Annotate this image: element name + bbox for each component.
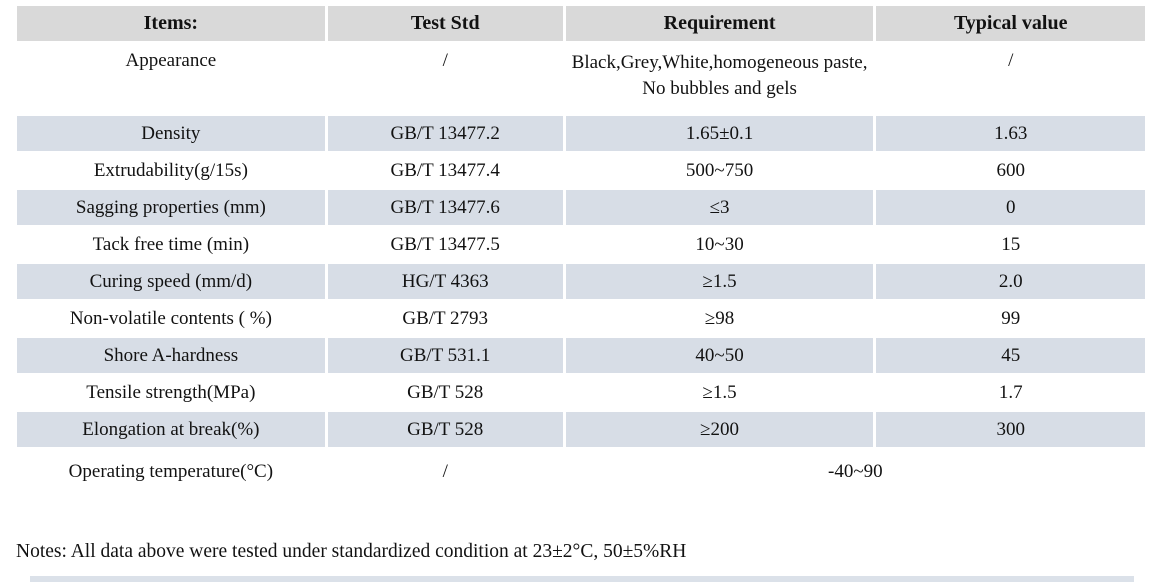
partial-next-row <box>30 576 1134 582</box>
cell-test-std: / <box>442 50 448 71</box>
cell-item: Density <box>17 116 325 151</box>
cell-requirement: ≥1.5 <box>565 264 874 299</box>
cell-typical-value: 0 <box>876 190 1145 225</box>
col-header-test-std: Test Std <box>327 6 563 41</box>
table-row: Sagging properties (mm) GB/T 13477.6 ≤3 0 <box>17 190 1145 225</box>
cell-item: Curing speed (mm/d) <box>17 264 325 299</box>
cell-typical-value: 15 <box>1001 233 1021 255</box>
cell-requirement: ≥1.5 <box>702 381 737 403</box>
table-row: Elongation at break(%) GB/T 528 ≥200 300 <box>17 412 1145 447</box>
cell-test-std: GB/T 13477.2 <box>327 116 563 151</box>
col-header-requirement: Requirement <box>565 6 874 41</box>
cell-item: Non-volatile contents ( %) <box>69 307 272 329</box>
notes-text: Notes: All data above were tested under … <box>16 541 687 562</box>
cell-test-std: GB/T 531.1 <box>327 338 563 373</box>
cell-test-std: GB/T 13477.6 <box>327 190 563 225</box>
table-row: Operating temperature(°C) / -40~90 <box>17 449 1145 495</box>
cell-item: Tack free time (min) <box>92 233 250 255</box>
cell-item: Shore A-hardness <box>17 338 325 373</box>
cell-item: Operating temperature(°C) <box>68 461 274 482</box>
table-row: Tack free time (min) GB/T 13477.5 10~30 15 <box>17 227 1145 262</box>
cell-test-std: / <box>442 461 448 482</box>
cell-test-std: GB/T 13477.5 <box>390 233 500 255</box>
cell-requirement: ≤3 <box>565 190 874 225</box>
cell-typical-value: 1.7 <box>998 381 1023 403</box>
cell-test-std: GB/T 528 <box>327 412 563 447</box>
col-header-typical-value: Typical value <box>876 6 1145 41</box>
cell-item: Sagging properties (mm) <box>17 190 325 225</box>
table-row: Density GB/T 13477.2 1.65±0.1 1.63 <box>17 116 1145 151</box>
spec-table: Items: Test Std Requirement Typical valu… <box>14 4 1148 497</box>
table-row: Tensile strength(MPa) GB/T 528 ≥1.5 1.7 <box>17 375 1145 410</box>
cell-typical-value: 600 <box>996 159 1025 181</box>
table-row: Shore A-hardness GB/T 531.1 40~50 45 <box>17 338 1145 373</box>
cell-requirement: 10~30 <box>695 233 744 255</box>
cell-requirement: Black,Grey,White,homogeneous paste, No b… <box>571 52 868 99</box>
cell-item: Extrudability(g/15s) <box>93 159 248 181</box>
cell-test-std: HG/T 4363 <box>327 264 563 299</box>
cell-typical-value: 45 <box>876 338 1145 373</box>
cell-item: Appearance <box>125 50 217 71</box>
cell-typical-value: / <box>1008 50 1014 71</box>
cell-requirement: 40~50 <box>565 338 874 373</box>
cell-typical-value: 2.0 <box>876 264 1145 299</box>
table-row: Curing speed (mm/d) HG/T 4363 ≥1.5 2.0 <box>17 264 1145 299</box>
table-header-row: Items: Test Std Requirement Typical valu… <box>17 6 1145 41</box>
cell-requirement: 1.65±0.1 <box>565 116 874 151</box>
cell-typical-value: 1.63 <box>876 116 1145 151</box>
cell-requirement: ≥200 <box>565 412 874 447</box>
col-header-items: Items: <box>17 6 325 41</box>
cell-test-std: GB/T 528 <box>407 381 484 403</box>
cell-requirement: -40~90 <box>828 461 883 482</box>
cell-test-std: GB/T 13477.4 <box>390 159 500 181</box>
cell-typical-value: 99 <box>1001 307 1021 329</box>
table-row: Appearance / Black,Grey,White,homogeneous … <box>17 43 1145 114</box>
table-row: Non-volatile contents ( %) GB/T 2793 ≥98 99 <box>17 301 1145 336</box>
table-row: Extrudability(g/15s) GB/T 13477.4 500~750 6… <box>17 153 1145 188</box>
cell-typical-value: 300 <box>876 412 1145 447</box>
cell-item: Elongation at break(%) <box>17 412 325 447</box>
cell-test-std: GB/T 2793 <box>402 307 489 329</box>
cell-item: Tensile strength(MPa) <box>86 381 256 403</box>
cell-requirement: 500~750 <box>685 159 754 181</box>
cell-requirement: ≥98 <box>704 307 735 329</box>
